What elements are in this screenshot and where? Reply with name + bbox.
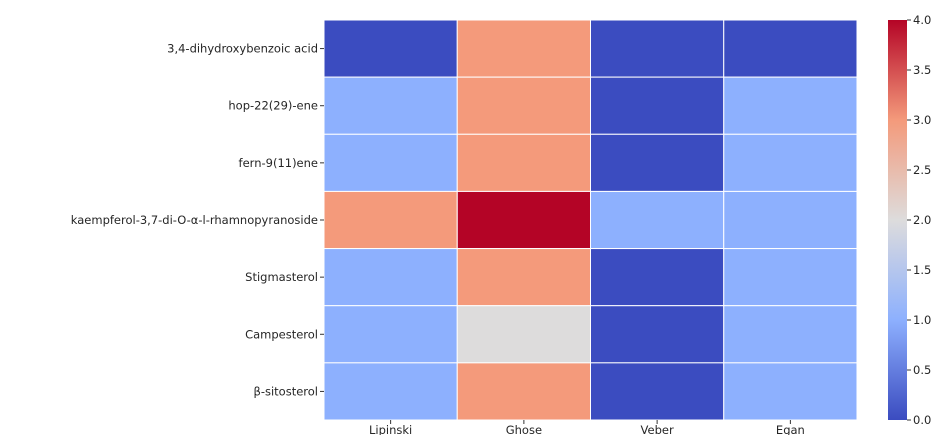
heatmap-cell-0-1: [456, 19, 591, 78]
heatmap-cell-2-1: [456, 133, 591, 192]
colorbar-tick-label-8: 4.0: [913, 13, 931, 27]
colorbar-tick-label-7: 3.5: [913, 63, 931, 77]
x-tick-label-2: Veber: [641, 423, 674, 435]
y-axis-labels: 3,4-dihydroxybenzoic acid hop-22(29)-ene f…: [71, 42, 324, 398]
heatmap-cell-6-2: [590, 362, 725, 421]
heatmap-cell-1-1: [456, 76, 591, 135]
x-tick-label-0: Lipinski: [369, 423, 412, 435]
y-tick-label-1: hop-22(29)-ene: [228, 99, 318, 113]
heatmap-cell-1-3: [723, 76, 858, 135]
heatmap-cell-5-1: [456, 305, 591, 364]
heatmap-cell-5-3: [723, 305, 858, 364]
heatmap-cell-4-3: [723, 248, 858, 307]
y-tick-label-3: kaempferol-3,7-di-O-α-l-rhamnopyranoside: [71, 213, 318, 227]
heatmap-cell-0-0: [323, 19, 458, 78]
heatmap-cell-3-1: [456, 190, 591, 250]
x-tick-label-1: Ghose: [506, 423, 542, 435]
heatmap-cell-4-1: [456, 248, 591, 307]
colorbar-tick-label-2: 1.0: [913, 313, 931, 327]
y-tick-label-0: 3,4-dihydroxybenzoic acid: [167, 42, 318, 56]
heatmap-cell-6-3: [723, 362, 858, 421]
heatmap-cell-6-0: [323, 362, 458, 421]
y-tick-label-4: Stigmasterol: [245, 270, 318, 284]
y-tick-label-2: fern-9(11)ene: [239, 156, 318, 170]
heatmap-cell-1-0: [323, 76, 458, 135]
x-tick-label-3: Egan: [776, 423, 805, 435]
heatmap-cell-2-3: [723, 133, 858, 192]
heatmap-cell-2-2: [590, 133, 725, 192]
colorbar: 0.0 0.5 1.0 1.5 2.0 2.5 3.0 3.5 4.0: [888, 13, 931, 427]
heatmap-cell-4-2: [590, 248, 725, 307]
colorbar-tick-label-5: 2.5: [913, 163, 931, 177]
colorbar-tick-label-6: 3.0: [913, 113, 931, 127]
y-tick-label-6: β-sitosterol: [253, 384, 318, 398]
heatmap-cell-5-0: [323, 305, 458, 364]
heatmap-cell-3-2: [590, 190, 725, 250]
heatmap-cell-1-2: [590, 76, 725, 135]
heatmap-cell-2-0: [323, 133, 458, 192]
heatmap-cells: [323, 19, 858, 421]
heatmap-cell-0-2: [590, 19, 725, 78]
heatmap-cell-4-0: [323, 248, 458, 307]
heatmap-cell-3-0: [323, 190, 458, 250]
heatmap-cell-3-3: [723, 190, 858, 250]
heatmap-cell-5-2: [590, 305, 725, 364]
heatmap-cell-0-3: [723, 19, 858, 78]
x-axis-labels: Lipinski Ghose Veber Egan: [369, 420, 805, 437]
y-tick-label-5: Campesterol: [245, 327, 318, 341]
colorbar-tick-label-3: 1.5: [913, 263, 931, 277]
colorbar-tick-label-4: 2.0: [913, 213, 931, 227]
colorbar-tick-label-1: 0.5: [913, 363, 931, 377]
colorbar-tick-label-0: 0.0: [913, 413, 931, 427]
heatmap-cell-6-1: [456, 362, 591, 421]
colorbar-bar: [888, 20, 907, 420]
